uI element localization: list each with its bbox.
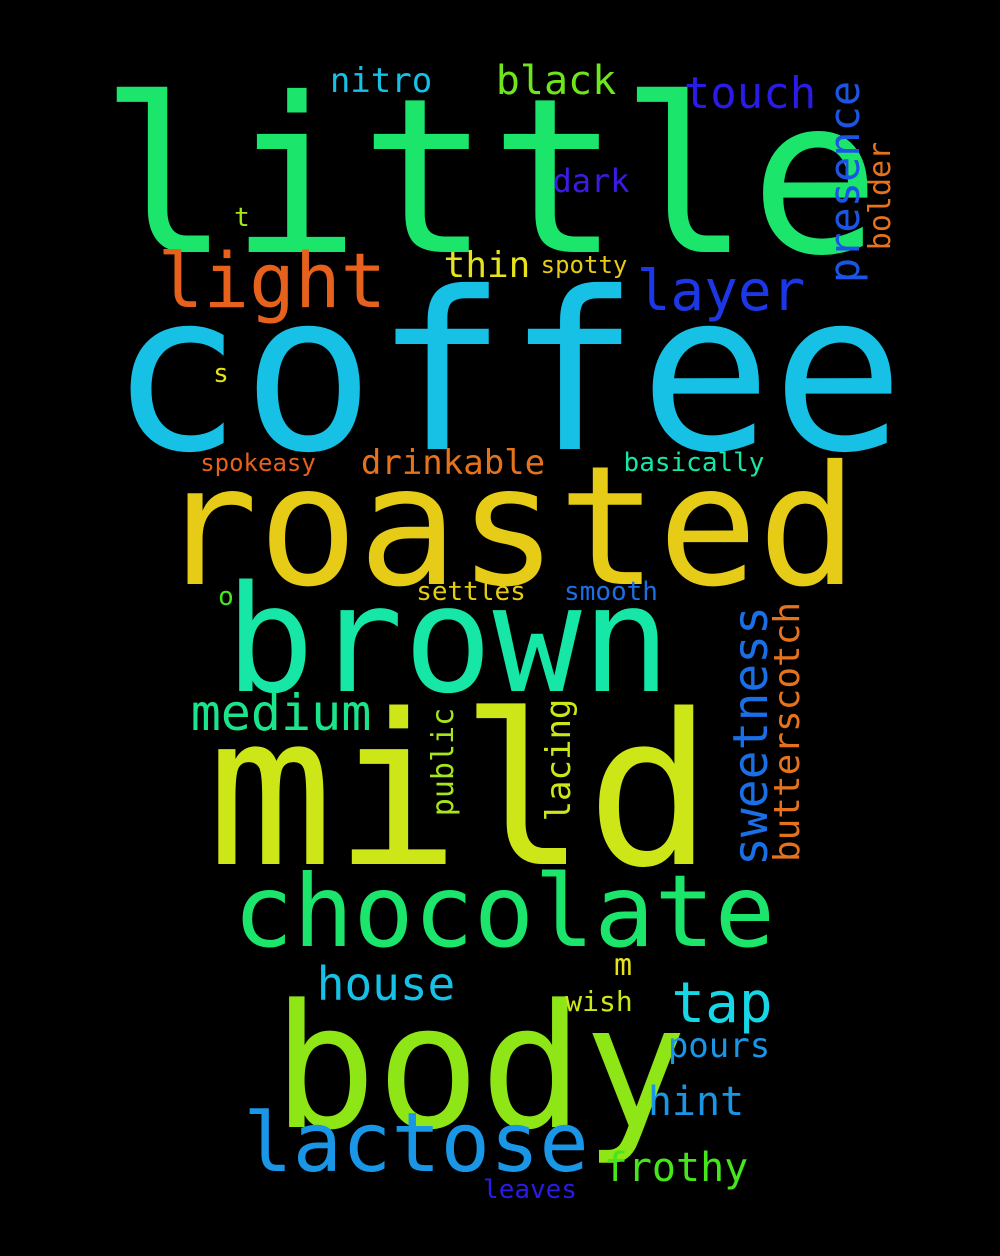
word-basically: basically (623, 448, 765, 478)
word-drinkable: drinkable (360, 443, 546, 483)
word-hint: hint (647, 1079, 745, 1125)
word-brown: brown (225, 554, 671, 726)
word-touch: touch (683, 68, 817, 119)
word-black: black (495, 58, 617, 104)
word-chocolate: chocolate (233, 853, 775, 970)
word-tap: tap (671, 971, 773, 1036)
word-o: o (218, 582, 234, 612)
word-layer: layer (636, 259, 806, 324)
word-coffee: coffee (109, 245, 905, 501)
word-m: m (613, 948, 633, 983)
word-house: house (316, 957, 456, 1011)
word-thin: thin (443, 245, 531, 286)
word-medium: medium (190, 684, 372, 742)
word-smooth: smooth (564, 577, 658, 607)
word-presence: presence (820, 80, 869, 284)
word-mild: mild (207, 669, 713, 914)
word-light: light (157, 236, 387, 325)
word-public: public (426, 707, 461, 817)
word-butterscotch: butterscotch (767, 601, 808, 863)
word-lacing: lacing (539, 698, 579, 822)
word-s: s (213, 359, 229, 389)
word-dark: dark (552, 162, 630, 200)
word-little: little (99, 52, 881, 303)
word-wish: wish (565, 985, 633, 1018)
word-pours: pours (667, 1026, 771, 1066)
word-roasted: roasted (158, 431, 858, 624)
word-t: t (234, 203, 250, 233)
word-spotty: spotty (540, 251, 628, 279)
word-lactose: lactose (243, 1096, 589, 1191)
word-nitro: nitro (329, 61, 433, 101)
word-frothy: frothy (603, 1145, 749, 1191)
word-leaves: leaves (483, 1175, 577, 1205)
word-settles: settles (416, 577, 526, 607)
word-body: body (272, 967, 688, 1168)
word-spokeasy: spokeasy (200, 449, 316, 477)
word-bolder: bolder (863, 141, 898, 251)
